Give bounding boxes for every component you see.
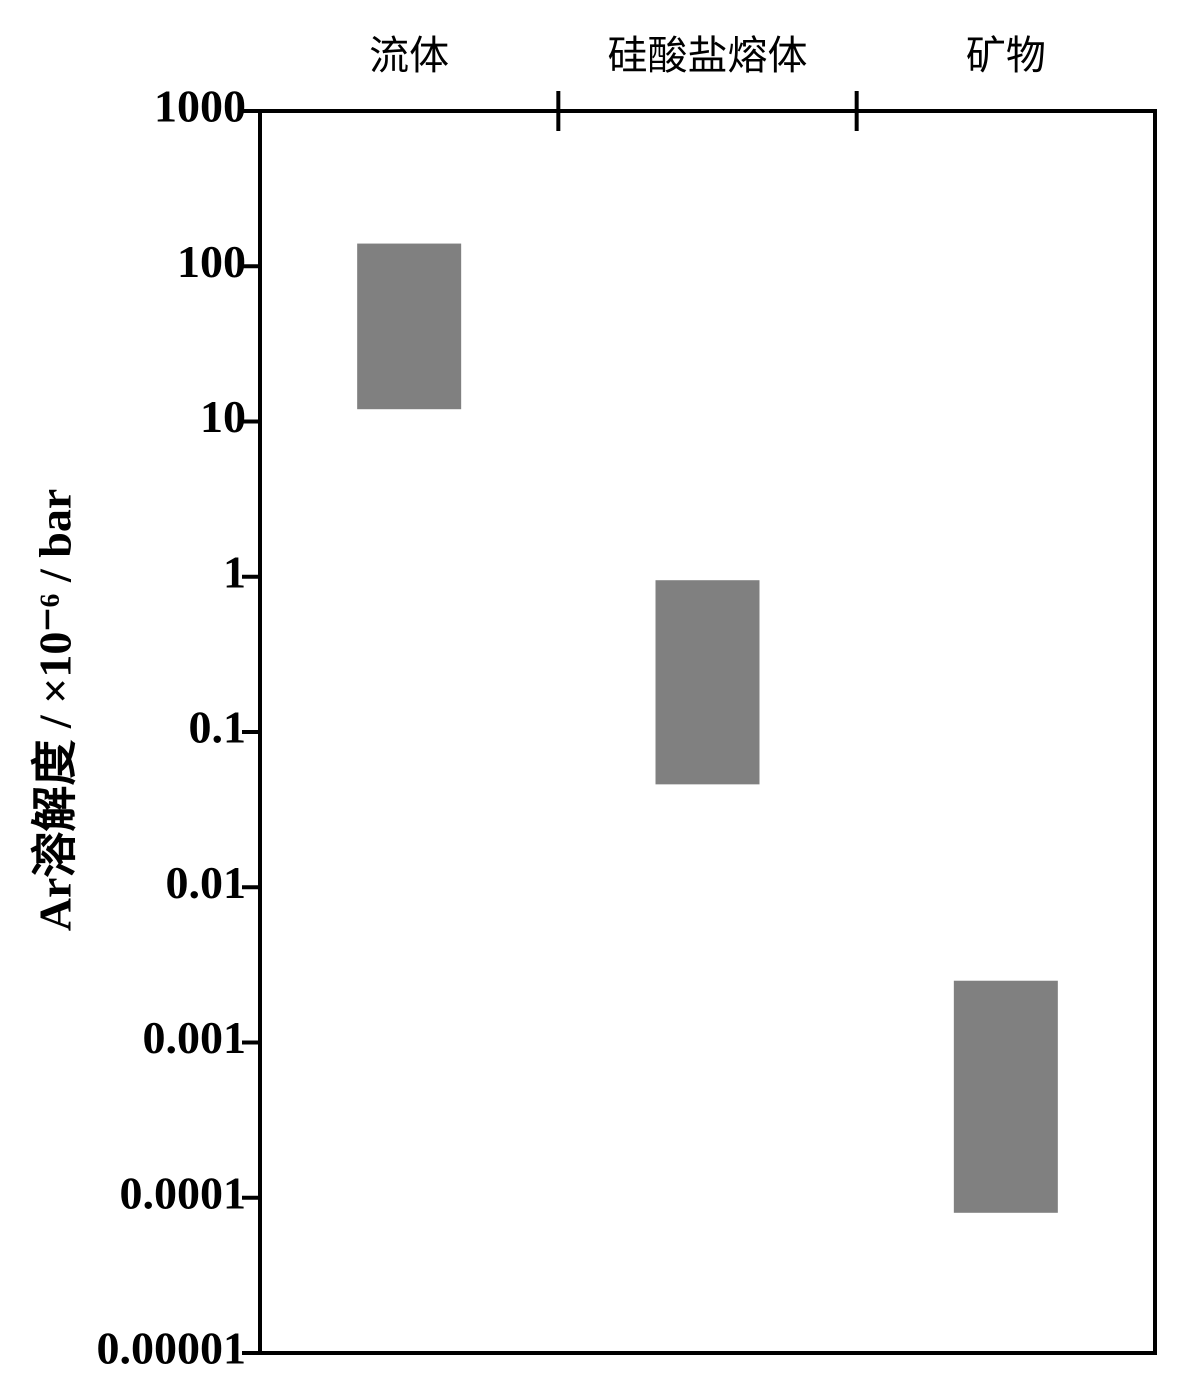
range-bar xyxy=(655,580,760,785)
y-tick-label: 1000 xyxy=(154,81,246,132)
category-label: 流体 xyxy=(369,33,449,79)
y-tick-label: 0.001 xyxy=(143,1012,247,1063)
y-tick-label: 1 xyxy=(223,546,246,597)
y-axis-title: Ar溶解度 / ×10⁻⁶ / bar xyxy=(30,489,81,931)
range-bar xyxy=(357,243,462,410)
y-tick-label: 0.0001 xyxy=(120,1167,247,1218)
y-tick-label: 0.1 xyxy=(189,702,247,753)
category-label: 矿物 xyxy=(966,33,1046,79)
category-label: 硅酸盐熔体 xyxy=(608,33,808,79)
y-tick-label: 0.01 xyxy=(166,857,247,908)
y-tick-label: 100 xyxy=(177,236,246,287)
y-tick-label: 10 xyxy=(200,391,246,442)
y-tick-label: 0.00001 xyxy=(97,1323,247,1374)
range-bar xyxy=(953,980,1058,1213)
